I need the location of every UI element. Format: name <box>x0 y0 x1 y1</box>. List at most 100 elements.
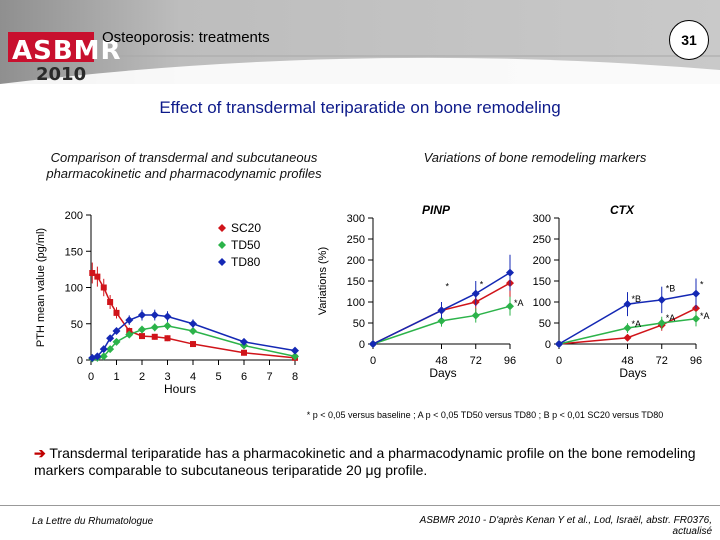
x-tick-label: 7 <box>266 371 272 383</box>
data-point-td50 <box>471 311 480 320</box>
data-point-td80 <box>99 345 108 354</box>
x-tick-label: 0 <box>556 355 562 367</box>
data-point-td50 <box>99 352 108 361</box>
legend-marker-td50 <box>218 241 226 249</box>
y-axis-label: PTH mean value (pg/ml) <box>35 228 47 347</box>
data-point-td80 <box>112 327 121 335</box>
series-line-sc20 <box>558 307 697 345</box>
y-tick-label: 150 <box>65 246 83 258</box>
x-tick-label: 0 <box>88 371 94 383</box>
x-tick-label: 8 <box>292 371 298 383</box>
data-point-td50 <box>125 330 134 339</box>
data-point-td50 <box>150 323 159 332</box>
series-line-td50 <box>558 318 697 345</box>
conclusion: ➔ Transdermal teriparatide has a pharmac… <box>34 445 704 479</box>
significance-annotation: *A <box>666 313 676 323</box>
arrow-right-icon: ➔ <box>34 445 46 461</box>
data-point-td50 <box>106 345 115 354</box>
x-tick-label: 6 <box>241 371 247 383</box>
data-point-sc20 <box>139 333 145 340</box>
y-tick-label: 250 <box>533 234 551 246</box>
significance-annotation: *A <box>632 319 642 329</box>
data-point-td80 <box>240 337 248 346</box>
x-axis-label: Hours <box>164 382 196 396</box>
data-point-td80 <box>125 316 134 325</box>
x-tick-label: 96 <box>504 355 516 367</box>
data-point-td50 <box>506 302 514 311</box>
main-title: Effect of transdermal teriparatide on bo… <box>159 98 561 117</box>
data-point-sc20 <box>94 273 101 280</box>
footer-divider <box>0 505 720 506</box>
right-panel-subtitle: Variations of bone remodeling markers <box>423 150 647 165</box>
x-tick-label: 2 <box>139 371 145 383</box>
logo-badge <box>8 32 94 62</box>
logo-year: 2010 <box>36 64 87 85</box>
data-point-td50 <box>163 321 172 330</box>
x-tick-label: 3 <box>164 371 170 383</box>
data-point-td80 <box>106 334 115 343</box>
chart-title: PINP <box>422 203 451 217</box>
x-tick-label: 96 <box>690 355 702 367</box>
y-tick-label: 0 <box>545 339 551 351</box>
series-line-td50 <box>372 305 511 345</box>
data-point-td50 <box>437 316 446 325</box>
data-point-td50 <box>692 314 700 323</box>
legend-label-td50: TD50 <box>231 238 261 252</box>
chart-pinp: 0 50 100 150 200 250 300 0 48 72 96 Days Variations … <box>317 203 524 380</box>
legend-label-td80: TD80 <box>231 255 261 269</box>
legend-marker-sc20 <box>218 224 226 232</box>
data-point-sc20 <box>100 284 107 291</box>
data-point-td80 <box>692 289 700 298</box>
chart-ctx: 0 50 100 150 200 250 300 0 48 72 96 Days CTX *B *B *A *A… <box>533 203 710 380</box>
y-tick-label: 0 <box>77 355 83 367</box>
data-point-sc20 <box>623 333 632 342</box>
series-line-td80 <box>558 292 697 345</box>
y-tick-label: 100 <box>347 297 365 309</box>
y-tick-label: 50 <box>539 318 551 330</box>
significance-annotation: *B <box>632 294 642 304</box>
x-tick-label: 5 <box>215 371 221 383</box>
header-band <box>0 0 720 84</box>
data-point-sc20 <box>89 270 96 276</box>
y-axis-label: Variations (%) <box>317 247 329 315</box>
data-point-td50 <box>112 337 121 346</box>
y-tick-label: 300 <box>533 213 551 225</box>
chart-pk: 0 50 100 150 200 0 1 2 3 4 5 6 7 8 Hours PTH mean value… <box>35 210 299 396</box>
significance-annotation: * <box>480 279 484 289</box>
data-point-sc20 <box>190 341 196 348</box>
header-title: Osteoporosis: treatments <box>102 29 270 46</box>
x-tick-label: 0 <box>370 355 376 367</box>
data-point-td80 <box>657 295 666 304</box>
data-point-td80 <box>150 311 159 320</box>
data-point-td50 <box>291 352 299 361</box>
x-axis-label: Days <box>429 366 456 380</box>
y-tick-label: 200 <box>65 210 83 222</box>
significance-annotation: *A <box>700 311 710 321</box>
y-tick-label: 0 <box>359 339 365 351</box>
data-point-td50 <box>138 325 146 334</box>
x-tick-label: 72 <box>656 355 668 367</box>
significance-annotation: * <box>446 281 450 291</box>
y-tick-label: 100 <box>533 297 551 309</box>
footer-reference: ASBMR 2010 - D'après Kenan Y et al., Lod… <box>419 515 712 537</box>
conclusion-text: Transdermal teriparatide has a pharmacok… <box>34 445 696 478</box>
y-tick-label: 150 <box>347 276 365 288</box>
data-point-td50 <box>657 319 666 327</box>
y-tick-label: 250 <box>347 234 365 246</box>
data-point-td80 <box>189 319 197 328</box>
data-point-td80 <box>369 340 377 348</box>
footnote: * p < 0,05 versus baseline ; A p < 0,05 … <box>306 410 664 420</box>
data-point-td80 <box>623 300 632 309</box>
y-tick-label: 150 <box>533 276 551 288</box>
data-point-sc20 <box>113 309 120 316</box>
y-tick-label: 50 <box>353 318 365 330</box>
data-point-td80 <box>93 352 102 361</box>
data-point-td80 <box>138 311 146 320</box>
data-point-td80 <box>506 268 514 277</box>
data-point-td80 <box>163 312 172 321</box>
x-tick-label: 4 <box>190 371 196 383</box>
y-tick-label: 200 <box>533 255 551 267</box>
y-tick-label: 300 <box>347 213 365 225</box>
data-point-td80 <box>291 346 299 355</box>
